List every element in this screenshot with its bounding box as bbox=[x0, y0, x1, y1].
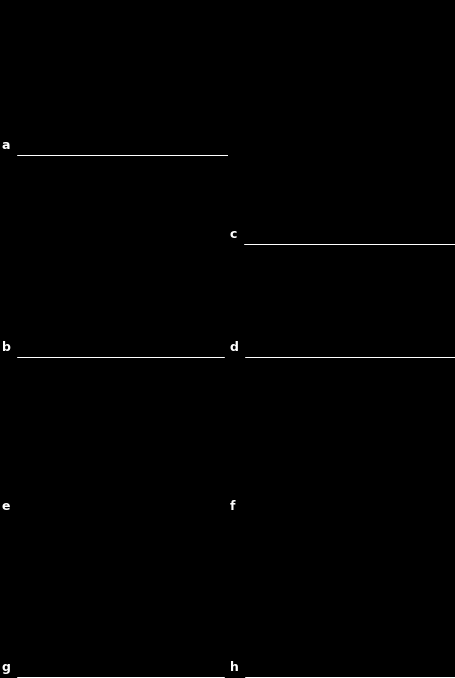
Text: a: a bbox=[2, 139, 10, 152]
Text: d: d bbox=[230, 341, 239, 354]
Text: c: c bbox=[230, 228, 238, 241]
Text: g: g bbox=[2, 661, 11, 674]
Text: e: e bbox=[2, 500, 10, 513]
Text: h: h bbox=[230, 661, 239, 674]
Text: f: f bbox=[230, 500, 236, 513]
Text: b: b bbox=[2, 341, 11, 354]
